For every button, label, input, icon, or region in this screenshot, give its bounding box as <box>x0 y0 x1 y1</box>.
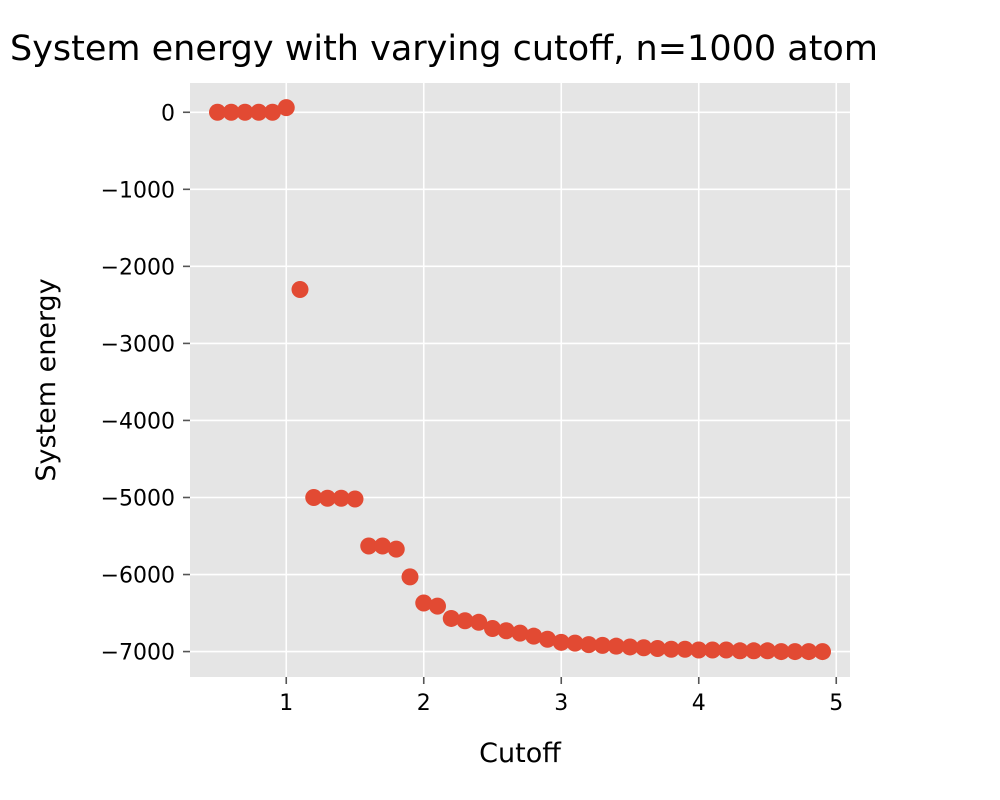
x-tick-label: 4 <box>692 691 706 716</box>
chart-title: System energy with varying cutoff, n=100… <box>10 29 878 69</box>
plot-area <box>190 83 850 677</box>
data-point <box>291 280 309 298</box>
data-point <box>277 99 295 117</box>
data-point <box>731 642 749 660</box>
data-point <box>429 597 446 615</box>
y-axis-label: System energy <box>31 278 62 481</box>
data-point <box>497 622 515 640</box>
data-point <box>649 639 666 657</box>
data-point <box>704 641 721 659</box>
y-tick-label: −7000 <box>101 641 175 666</box>
axis-ticks: 1 2 3 4 5 0 −1000 −2000 −3000 −4000 −5000 −6000 −700… <box>101 101 844 716</box>
data-point <box>607 637 625 655</box>
data-point <box>346 490 364 508</box>
y-tick-label: −3000 <box>101 332 175 357</box>
data-point <box>305 488 323 506</box>
data-point <box>759 642 776 660</box>
data-point <box>484 619 501 637</box>
data-point <box>800 643 818 661</box>
data-point <box>539 630 556 648</box>
data-point <box>415 594 433 612</box>
data-point <box>236 103 254 121</box>
data-point <box>662 640 680 658</box>
data-point <box>332 489 350 507</box>
data-point <box>594 636 611 654</box>
y-tick-label: −1000 <box>101 178 175 203</box>
data-point <box>814 643 831 661</box>
data-point <box>250 103 268 121</box>
data-point <box>717 641 735 659</box>
data-point <box>401 568 419 586</box>
x-tick-label: 5 <box>829 691 843 716</box>
data-point <box>566 634 584 652</box>
data-point <box>442 609 460 627</box>
y-tick-label: −4000 <box>101 409 175 434</box>
data-point <box>635 639 653 657</box>
data-point <box>456 612 474 630</box>
data-point <box>209 103 226 121</box>
data-point <box>360 537 378 555</box>
data-point <box>580 636 598 654</box>
y-tick-label: −2000 <box>101 255 175 280</box>
data-point <box>676 640 694 658</box>
data-point <box>772 643 790 661</box>
data-point <box>470 613 488 631</box>
data-point <box>552 633 570 651</box>
data-point <box>319 489 336 507</box>
data-point <box>525 627 543 645</box>
data-point <box>374 537 391 555</box>
x-axis-label: Cutoff <box>479 738 562 769</box>
data-point <box>511 624 529 642</box>
y-tick-label: −6000 <box>101 564 175 589</box>
data-point <box>745 642 763 660</box>
data-points <box>209 99 831 661</box>
y-tick-label: −5000 <box>101 486 175 511</box>
data-point <box>786 643 804 661</box>
data-point <box>387 540 405 558</box>
data-point <box>690 641 708 659</box>
data-point <box>222 103 240 121</box>
x-tick-label: 3 <box>554 691 568 716</box>
data-point <box>621 638 639 656</box>
y-tick-label: 0 <box>161 101 175 126</box>
x-tick-label: 2 <box>417 691 431 716</box>
data-point <box>264 103 281 121</box>
x-tick-label: 1 <box>279 691 293 716</box>
